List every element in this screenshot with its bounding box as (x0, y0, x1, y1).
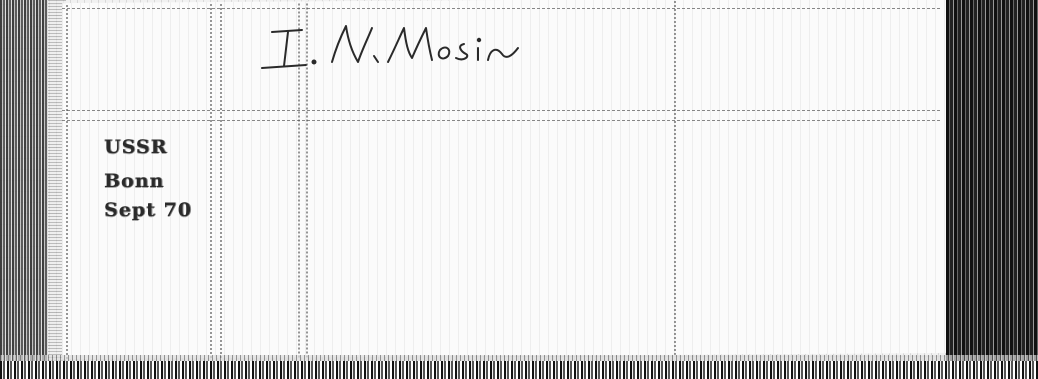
address-country: USSR (104, 136, 168, 158)
scan-line (674, 0, 676, 355)
scan-line (210, 2, 212, 359)
signature (261, 25, 519, 69)
divider-line (62, 120, 942, 121)
scan-line (66, 3, 68, 360)
address-city: Bonn (104, 170, 165, 192)
address-date: Sept 70 (104, 199, 192, 221)
scan-border-left (0, 0, 48, 379)
scan-noise-left (48, 0, 66, 379)
divider-line (62, 110, 942, 111)
scan-border-right (946, 0, 1038, 379)
scan-line (220, 1, 222, 358)
divider-line (62, 8, 942, 9)
scan-noise-bottom (0, 355, 1038, 361)
scan-border-bottom (0, 361, 1038, 379)
